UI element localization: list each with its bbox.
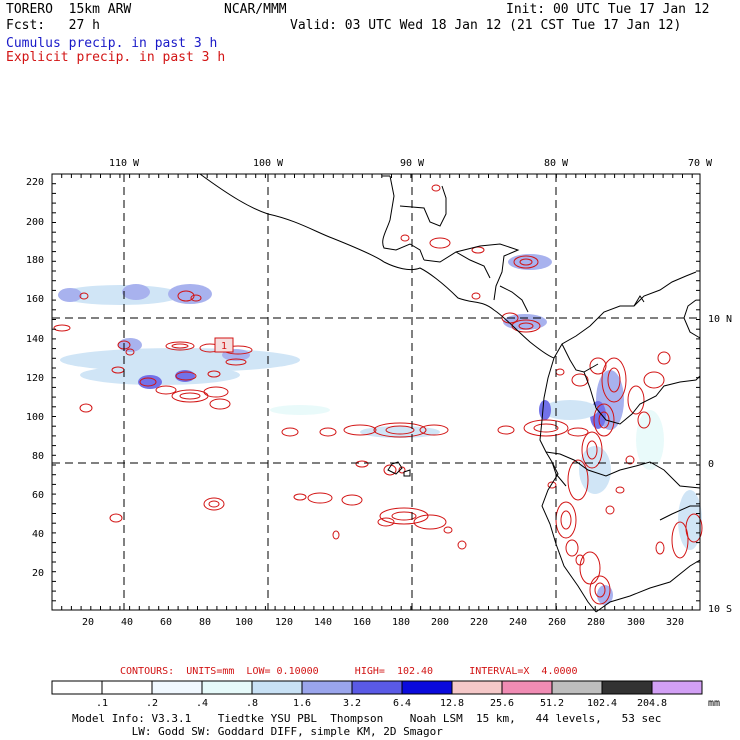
legend-swatch [351,680,403,695]
y-tick-60: 60 [32,490,44,501]
legend-value: 3.2 [343,698,361,709]
y-tick-100: 100 [26,412,44,423]
model-info-line2: LW: Godd SW: Goddard DIFF, simple KM, 2D… [72,725,443,738]
x-tick-80: 80 [199,617,211,628]
legend-value: .1 [96,698,108,709]
explicit-field-label: Explicit precip. in past 3 h [6,50,226,65]
legend-value: 51.2 [540,698,564,709]
legend-swatch [151,680,203,695]
legend-swatch [201,680,253,695]
cumulus-field-label: Cumulus precip. in past 3 h [6,36,218,51]
max-marker-box [214,337,234,353]
coastlines [199,173,701,613]
x-tick-220: 220 [470,617,488,628]
legend-swatch [51,680,103,695]
x-tick-260: 260 [548,617,566,628]
y-tick-160: 160 [26,294,44,305]
axis-ticks [51,173,700,610]
legend-value: 6.4 [393,698,411,709]
legend-swatch [651,680,703,695]
legend-unit: mm [708,698,720,709]
x-tick-300: 300 [627,617,645,628]
y-tick-120: 120 [26,373,44,384]
legend-swatch [501,680,553,695]
legend-value: 204.8 [637,698,667,709]
lon-label-70w: 70 W [688,158,713,169]
legend-swatch [401,680,453,695]
y-tick-200: 200 [26,217,44,228]
graticule [52,174,700,610]
model-info-line1: Model Info: V3.3.1 Tiedtke YSU PBL Thomp… [72,712,662,725]
map-frame [51,173,701,611]
forecast-hour: Fcst: 27 h [6,18,100,33]
legend-value: 102.4 [587,698,617,709]
y-tick-180: 180 [26,255,44,266]
model-title: TORERO 15km ARW [6,2,132,17]
lon-label-80w: 80 W [544,158,569,169]
x-tick-60: 60 [160,617,172,628]
color-legend: .1 .2 .4 .8 1.6 3.2 6.4 12.8 25.6 51.2 102.4 204.8 [51,680,703,709]
legend-swatch [251,680,303,695]
x-tick-20: 20 [82,617,94,628]
init-time: Init: 00 UTC Tue 17 Jan 12 [506,2,710,17]
x-tick-180: 180 [392,617,410,628]
lat-label-0: 0 [708,459,714,470]
x-tick-140: 140 [314,617,332,628]
legend-value: 12.8 [440,698,464,709]
legend-value: .8 [246,698,258,709]
y-tick-220: 220 [26,177,44,188]
lon-label-100w: 100 W [253,158,284,169]
valid-time: Valid: 03 UTC Wed 18 Jan 12 (21 CST Tue … [290,18,682,33]
lat-label-10n: 10 N [708,314,732,325]
lon-label-90w: 90 W [400,158,425,169]
max-marker-label: 1 [221,341,227,352]
legend-swatch [601,680,653,695]
x-tick-100: 100 [235,617,253,628]
x-tick-320: 320 [666,617,684,628]
y-tick-140: 140 [26,334,44,345]
cumulus-shading [58,254,702,605]
lat-label-10s: 10 S [708,604,732,615]
x-tick-280: 280 [587,617,605,628]
x-tick-120: 120 [275,617,293,628]
legend-value: 1.6 [293,698,311,709]
contour-info: CONTOURS: UNITS=mm LOW= 0.10000 HIGH= 10… [120,666,578,677]
x-tick-240: 240 [509,617,527,628]
legend-value: 25.6 [490,698,514,709]
legend-swatch [101,680,153,695]
org-label: NCAR/MMM [224,2,287,17]
x-tick-160: 160 [353,617,371,628]
y-tick-40: 40 [32,529,44,540]
y-tick-20: 20 [32,568,44,579]
legend-swatch [451,680,503,695]
legend-value: .2 [146,698,158,709]
lon-label-110w: 110 W [109,158,140,169]
x-tick-200: 200 [431,617,449,628]
legend-swatch [301,680,353,695]
legend-value: .4 [196,698,208,709]
y-tick-80: 80 [32,451,44,462]
legend-swatch [551,680,603,695]
explicit-contours [53,184,703,605]
x-tick-40: 40 [121,617,133,628]
